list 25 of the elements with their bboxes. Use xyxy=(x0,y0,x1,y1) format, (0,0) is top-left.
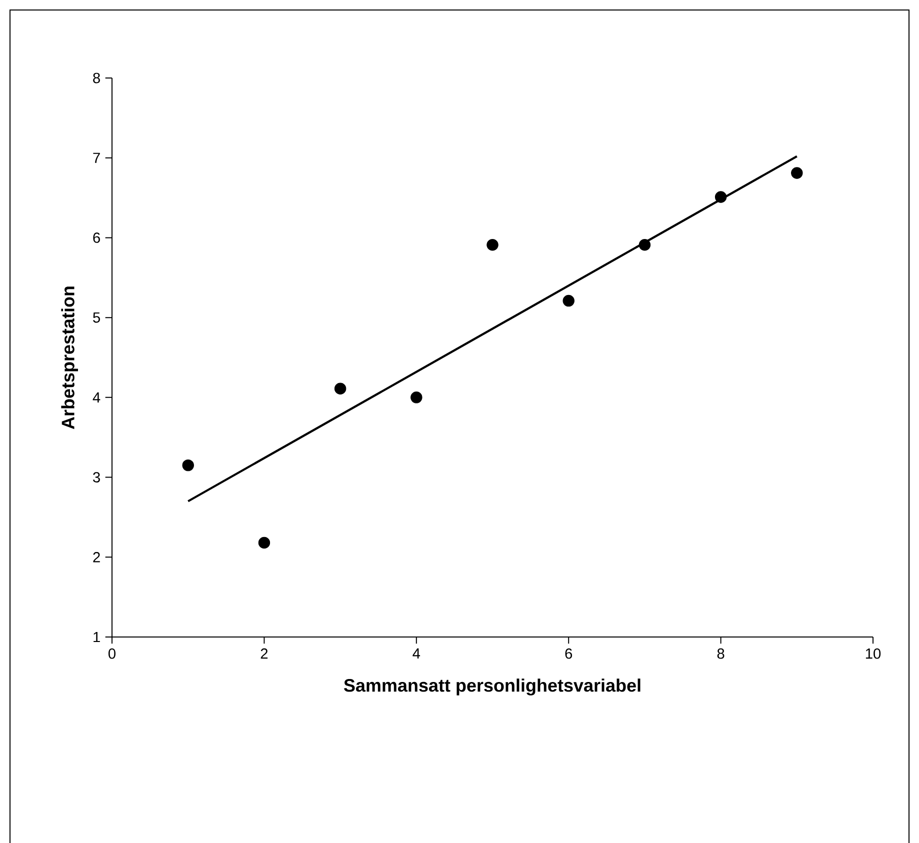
x-tick-label: 4 xyxy=(412,648,420,658)
x-axis-title: Sammansatt personlighetsvariabel xyxy=(344,678,640,696)
x-tick-label: 8 xyxy=(717,648,724,659)
y-tick-label: 2 xyxy=(93,552,100,562)
y-tick-label: 1 xyxy=(94,632,100,642)
point xyxy=(182,459,194,472)
point xyxy=(486,239,498,251)
y-tick-label: 3 xyxy=(93,472,100,482)
point xyxy=(410,392,422,404)
y-tick-label: 7 xyxy=(93,152,100,163)
y-tick-label: 4 xyxy=(92,392,100,402)
point xyxy=(334,382,346,395)
y-tick-label: 6 xyxy=(93,232,100,243)
x-tick-label: 2 xyxy=(260,648,268,659)
point xyxy=(562,294,574,307)
point xyxy=(714,191,727,203)
y-axis-title: Arbetsprestation xyxy=(61,286,78,430)
point xyxy=(791,167,803,179)
point xyxy=(258,536,270,549)
x-tick-label: 0 xyxy=(108,648,116,659)
y-tick-label: 8 xyxy=(93,72,100,84)
x-tick-label: 10 xyxy=(866,648,881,659)
point xyxy=(638,239,651,251)
y-tick-label: 5 xyxy=(93,312,100,323)
x-tick-label: 6 xyxy=(565,648,572,659)
